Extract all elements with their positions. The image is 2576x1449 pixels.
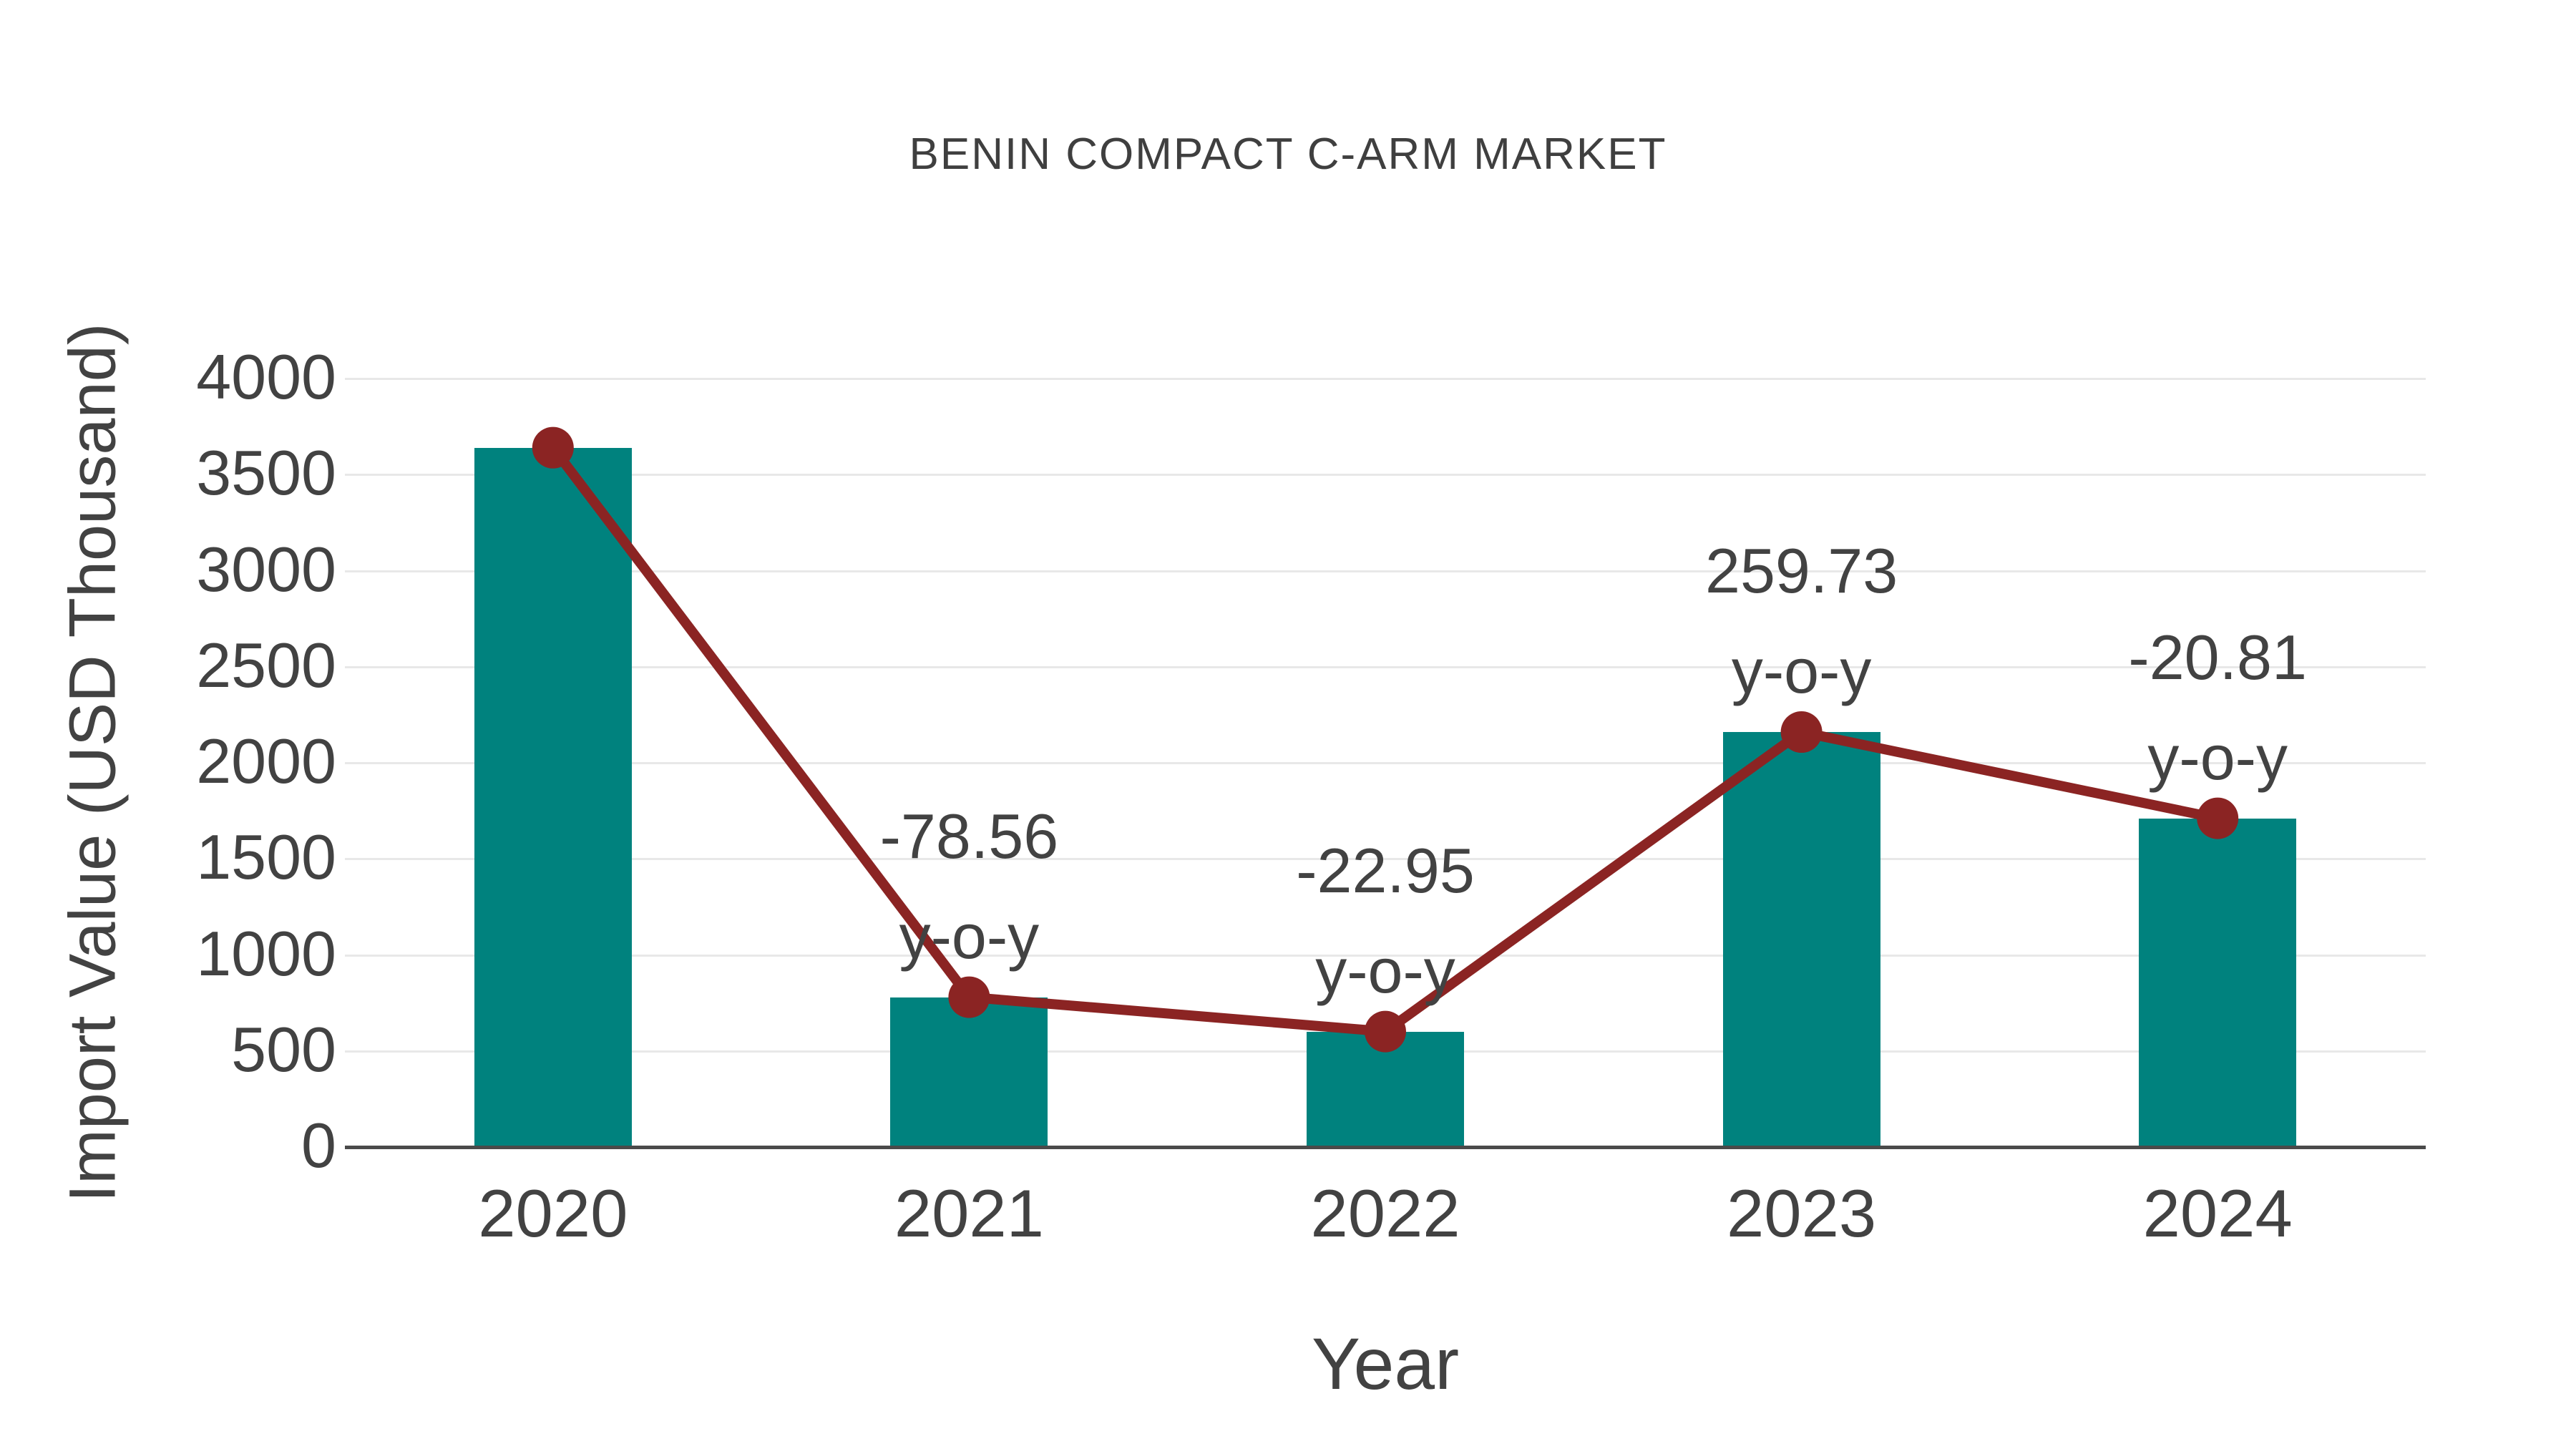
bar-2024 <box>2139 818 2297 1147</box>
bar-2022 <box>1307 1031 1464 1147</box>
gridline-3500 <box>345 474 2426 477</box>
y-tick-label-3000: 3000 <box>196 533 336 605</box>
annotation-value: -78.56 <box>879 800 1059 872</box>
bar-2023 <box>1722 732 1880 1147</box>
y-tick-label-1000: 1000 <box>196 917 336 989</box>
gridline-2000 <box>345 762 2426 764</box>
bar-2020 <box>474 447 632 1147</box>
annotation-2022: -22.95 y-o-y <box>1296 821 1475 1021</box>
gridline-3000 <box>345 570 2426 572</box>
annotation-yoy-label: y-o-y <box>1315 935 1455 1006</box>
y-tick-label-1500: 1500 <box>196 821 336 893</box>
x-tick-label-2024: 2024 <box>2142 1176 2293 1251</box>
annotation-value: -20.81 <box>2128 621 2307 693</box>
annotation-yoy-label: y-o-y <box>899 900 1040 972</box>
annotation-yoy-label: y-o-y <box>1731 635 1872 707</box>
x-axis-line <box>345 1146 2426 1149</box>
annotation-2023: 259.73 y-o-y <box>1705 521 1898 721</box>
x-axis-title: Year <box>1311 1323 1460 1405</box>
gridline-2500 <box>345 665 2426 668</box>
x-tick-label-2020: 2020 <box>478 1176 628 1251</box>
annotation-2024: -20.81 y-o-y <box>2128 608 2307 808</box>
gridline-4000 <box>345 378 2426 380</box>
x-tick-label-2021: 2021 <box>894 1176 1044 1251</box>
y-tick-label-0: 0 <box>301 1109 336 1181</box>
y-tick-label-3500: 3500 <box>196 437 336 509</box>
y-tick-label-4000: 4000 <box>196 341 336 412</box>
annotation-value: -22.95 <box>1296 834 1475 906</box>
annotation-value: 259.73 <box>1705 535 1898 607</box>
y-axis-title: Import Value (USD Thousand) <box>56 323 130 1203</box>
annotation-yoy-label: y-o-y <box>2147 721 2288 793</box>
x-tick-label-2022: 2022 <box>1310 1176 1460 1251</box>
y-tick-label-2000: 2000 <box>196 725 336 796</box>
y-tick-label-500: 500 <box>231 1013 336 1085</box>
y-tick-label-2500: 2500 <box>196 629 336 701</box>
bar-2021 <box>890 997 1048 1147</box>
x-tick-label-2023: 2023 <box>1727 1176 1877 1251</box>
annotation-2021: -78.56 y-o-y <box>880 786 1059 987</box>
chart-title: BENIN COMPACT C-ARM MARKET <box>909 130 1667 179</box>
